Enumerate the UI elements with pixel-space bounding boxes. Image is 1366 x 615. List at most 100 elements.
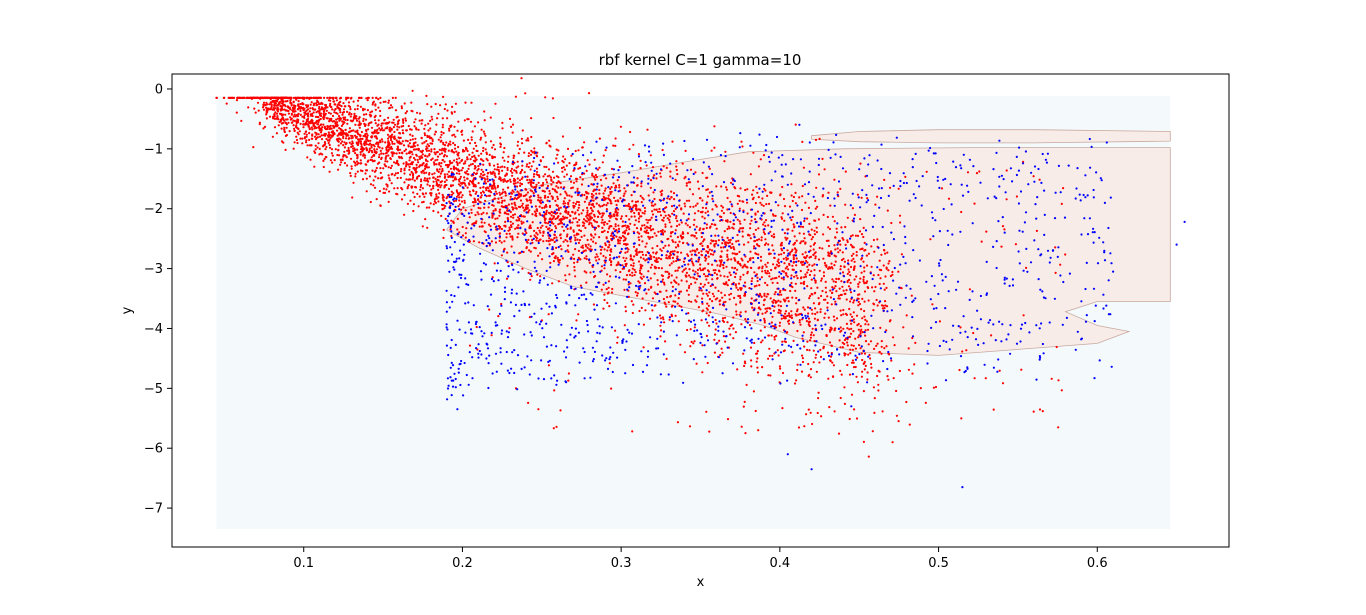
data-point	[799, 242, 802, 245]
data-point	[852, 366, 856, 369]
data-point	[578, 224, 581, 227]
data-point	[388, 106, 391, 109]
data-point	[752, 189, 755, 192]
data-point	[310, 126, 313, 129]
data-point	[505, 236, 508, 239]
data-point	[598, 166, 601, 169]
data-point	[353, 160, 356, 163]
data-point	[319, 131, 323, 134]
data-point	[760, 295, 763, 298]
data-point	[630, 194, 633, 197]
data-point	[440, 130, 443, 134]
data-point	[843, 342, 846, 346]
data-point	[426, 147, 429, 150]
data-point	[742, 265, 745, 268]
data-point	[772, 214, 775, 217]
data-point	[485, 157, 488, 160]
data-point	[798, 321, 801, 324]
data-point	[545, 178, 548, 181]
data-point	[292, 96, 295, 99]
data-point	[442, 132, 445, 135]
data-point	[484, 141, 487, 144]
data-point	[598, 236, 601, 239]
data-point	[450, 219, 453, 222]
data-point	[362, 154, 365, 157]
data-point	[651, 213, 655, 216]
data-point	[396, 128, 399, 131]
data-point	[459, 177, 462, 180]
data-point	[872, 238, 876, 242]
data-point	[681, 232, 684, 235]
data-point	[437, 200, 440, 203]
data-point	[263, 103, 266, 106]
data-point	[768, 307, 771, 310]
data-point	[511, 171, 514, 174]
data-point	[690, 260, 694, 263]
data-point	[864, 329, 867, 332]
data-point	[752, 390, 756, 393]
data-point	[857, 304, 860, 307]
data-point	[852, 252, 855, 255]
data-point	[814, 356, 817, 359]
data-point	[794, 191, 797, 194]
data-point	[763, 243, 767, 246]
data-point	[774, 266, 777, 269]
data-point	[377, 119, 380, 122]
data-point	[828, 227, 832, 231]
data-point	[684, 222, 687, 225]
data-point	[796, 368, 799, 372]
data-point	[861, 370, 864, 373]
data-point	[453, 110, 456, 113]
data-point	[798, 196, 801, 199]
data-point	[846, 327, 849, 330]
data-point	[284, 105, 287, 108]
data-point	[772, 249, 775, 252]
data-point	[771, 244, 774, 247]
data-point	[501, 127, 504, 130]
data-point	[846, 272, 849, 275]
data-point	[350, 165, 353, 168]
data-point	[853, 278, 856, 281]
data-point	[634, 205, 637, 208]
data-point	[522, 206, 525, 209]
data-point	[794, 248, 797, 251]
data-point	[362, 117, 365, 120]
data-point	[378, 190, 381, 193]
data-point	[426, 177, 429, 180]
data-point	[659, 317, 663, 320]
data-point	[872, 309, 875, 312]
data-point	[763, 187, 766, 190]
data-point	[380, 152, 383, 155]
data-point	[697, 209, 700, 213]
data-point	[464, 236, 467, 239]
data-point	[394, 96, 397, 99]
data-point	[516, 190, 519, 193]
data-point	[633, 211, 636, 215]
data-point	[497, 197, 500, 200]
data-point	[651, 309, 654, 312]
data-point	[617, 208, 620, 211]
data-point	[579, 229, 583, 233]
data-point	[519, 199, 523, 202]
data-point	[410, 101, 413, 104]
data-point	[500, 205, 503, 208]
data-point	[573, 269, 576, 272]
data-point	[566, 240, 569, 243]
data-point	[484, 199, 487, 202]
data-point	[570, 154, 573, 157]
data-point	[777, 299, 780, 302]
data-point	[337, 168, 340, 171]
data-point	[858, 293, 861, 296]
data-point	[396, 125, 399, 128]
data-point	[432, 209, 435, 213]
data-point	[460, 182, 463, 185]
data-point	[508, 117, 512, 120]
data-point	[365, 138, 368, 141]
data-point	[791, 296, 794, 299]
data-point	[409, 145, 413, 149]
data-point	[824, 280, 827, 283]
data-point	[331, 154, 334, 157]
data-point	[687, 300, 691, 303]
data-point	[445, 197, 448, 200]
data-point	[584, 243, 587, 246]
